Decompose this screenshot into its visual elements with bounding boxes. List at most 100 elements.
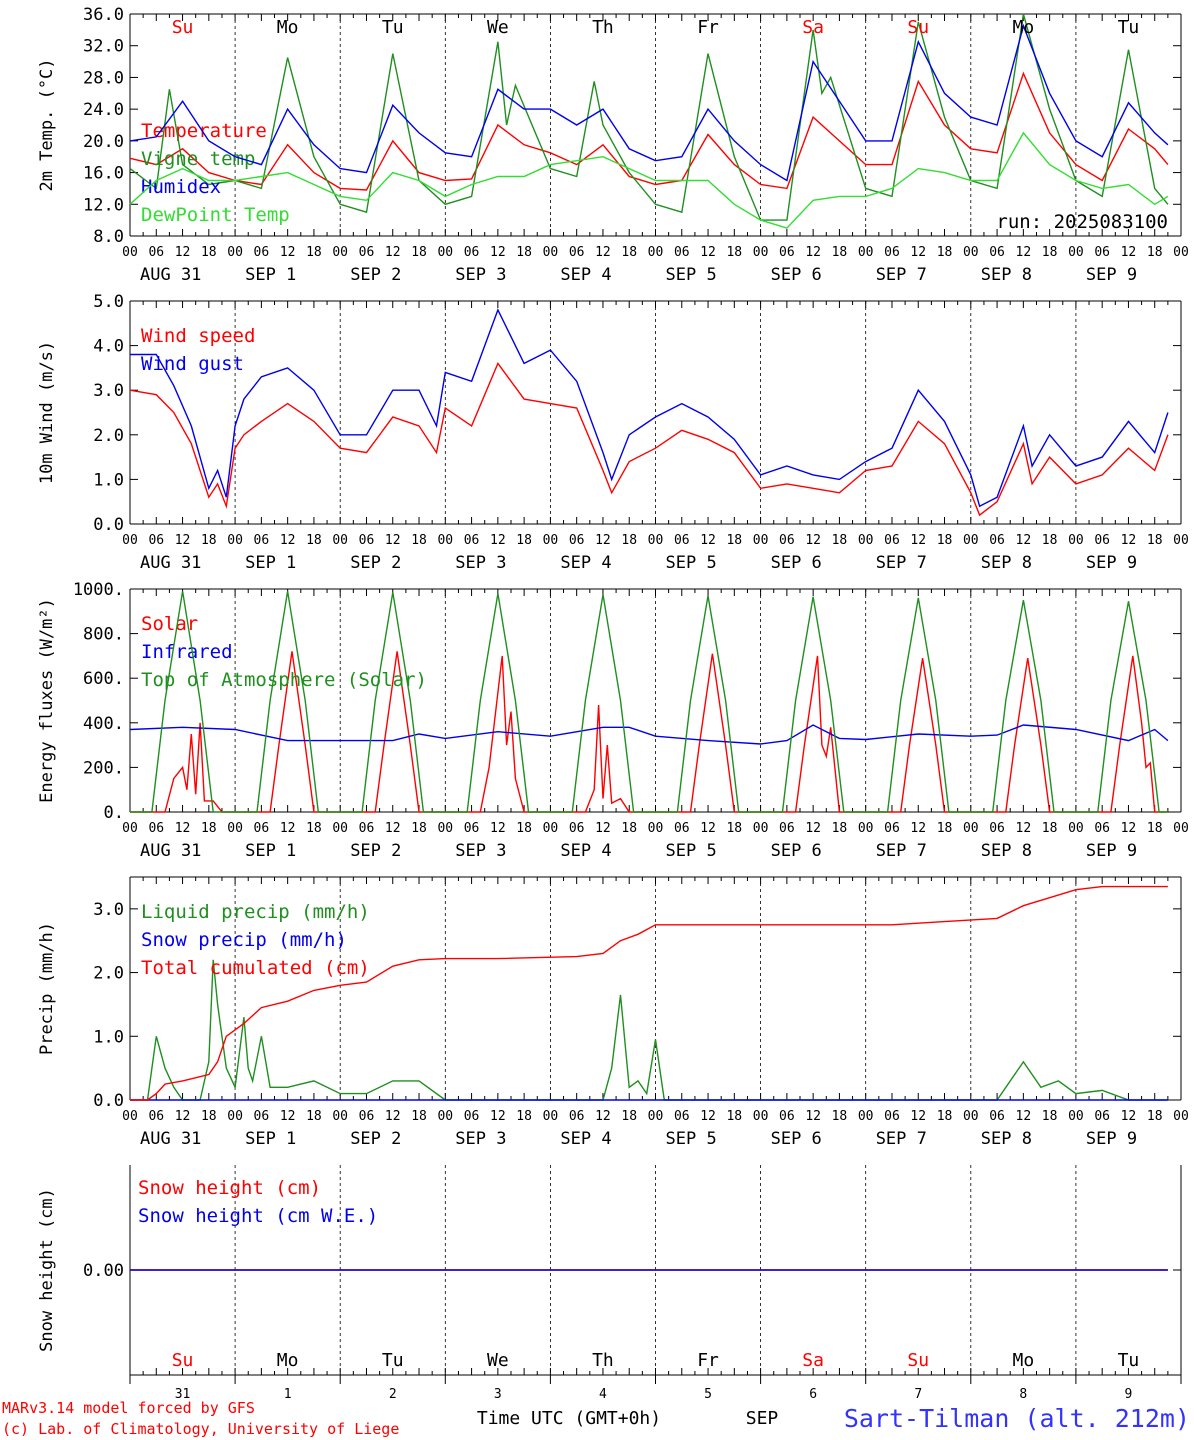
hour-tick-label: 06: [254, 245, 270, 260]
series-line-humidex: [129, 23, 1169, 182]
hour-tick-label: 00: [1173, 245, 1189, 260]
hour-tick-label: 00: [858, 821, 874, 836]
weekday-label-top: Th: [592, 17, 614, 38]
hour-tick-label: 00: [437, 245, 453, 260]
hour-tick-label: 00: [227, 1109, 243, 1124]
hour-tick-label: 12: [1121, 245, 1137, 260]
hour-tick-label: 00: [963, 533, 979, 548]
hour-tick-label: 06: [359, 533, 375, 548]
weekday-label-bottom: Su: [907, 1350, 929, 1371]
legend-entry: Snow precip (mm/h): [141, 929, 347, 951]
panel-5: 0.00 Snow height (cm) Snow height (cm) Snow…: [37, 1165, 1182, 1376]
y-tick-label: 800.: [83, 625, 124, 645]
series-line-liquid-precip-mm-h-: [130, 959, 1168, 1101]
hour-tick-label: 12: [385, 533, 401, 548]
hour-tick-label: 18: [201, 533, 217, 548]
hour-tick-label: 12: [490, 245, 506, 260]
hour-tick-label: 18: [411, 533, 427, 548]
hour-tick-label: 12: [595, 1109, 611, 1124]
legend-entry: Top of Atmosphere (Solar): [141, 669, 427, 691]
site-name: Sart-Tilman (alt. 212m): [844, 1404, 1190, 1433]
hour-tick-label: 06: [148, 1109, 164, 1124]
hour-tick-label: 06: [1094, 533, 1110, 548]
hour-tick-label: 12: [700, 1109, 716, 1124]
date-label: SEP 5: [666, 1129, 717, 1149]
y-tick-label: 0.0: [93, 515, 124, 535]
hour-tick-label: 00: [227, 245, 243, 260]
legend-entry: Total cumulated (cm): [141, 957, 370, 979]
hour-tick-label: 12: [280, 245, 296, 260]
legend-entry: Snow height (cm): [138, 1177, 321, 1199]
hour-tick-label: 12: [910, 1109, 926, 1124]
hour-tick-label: 12: [1016, 821, 1032, 836]
hour-tick-label: 00: [332, 533, 348, 548]
hour-tick-label: 06: [569, 821, 585, 836]
hour-tick-label: 18: [516, 245, 532, 260]
legend-entry: Temperature: [141, 120, 267, 142]
hour-tick-label: 12: [805, 821, 821, 836]
y-tick-label: 0.: [104, 803, 124, 823]
legend-entry: Vigne temp: [141, 148, 255, 170]
weekday-label-top: Fr: [697, 17, 719, 38]
hour-tick-label: 06: [674, 1109, 690, 1124]
hour-tick-label: 00: [122, 1109, 138, 1124]
weekday-label-bottom: Su: [172, 1350, 194, 1371]
hour-tick-label: 12: [1016, 533, 1032, 548]
hour-tick-label: 00: [963, 1109, 979, 1124]
hour-tick-label: 12: [280, 533, 296, 548]
hour-tick-label: 18: [306, 1109, 322, 1124]
date-label: SEP 6: [771, 1129, 822, 1149]
hour-tick-label: 06: [779, 1109, 795, 1124]
panel-4: 0.0 1.0 2.0 3.0 Precip (mm/h) 00 06 12 18 00 06 12 1…: [37, 876, 1189, 1149]
hour-tick-label: 18: [832, 821, 848, 836]
hour-tick-label: 12: [595, 533, 611, 548]
series-line-wind-gust: [130, 308, 1169, 508]
date-label: SEP 8: [981, 1129, 1032, 1149]
date-label: SEP 4: [560, 841, 611, 861]
hour-tick-label: 06: [569, 533, 585, 548]
y-tick-label: 1000.: [73, 580, 124, 600]
y-tick-label: 1.0: [93, 470, 124, 490]
hour-tick-label: 18: [516, 821, 532, 836]
hour-tick-label: 06: [1094, 245, 1110, 260]
hour-tick-label: 12: [280, 821, 296, 836]
hour-tick-label: 00: [648, 1109, 664, 1124]
legend-entry: Infrared: [141, 641, 233, 663]
y-tick-label: 5.0: [93, 292, 124, 312]
hour-tick-label: 18: [1042, 245, 1058, 260]
hour-tick-label: 00: [332, 245, 348, 260]
hour-tick-label: 00: [648, 821, 664, 836]
y-axis-label: 10m Wind (m/s): [37, 341, 57, 484]
day-number-label: 8: [1019, 1387, 1027, 1402]
date-label: SEP 6: [771, 265, 822, 285]
hour-tick-label: 00: [858, 533, 874, 548]
weekday-label-top: Tu: [1118, 17, 1140, 38]
y-axis-label: 2m Temp. (°C): [37, 58, 57, 191]
legend-entry: Wind speed: [141, 325, 255, 347]
date-label: SEP 5: [666, 841, 717, 861]
date-label: SEP 3: [455, 1129, 506, 1149]
hour-tick-label: 06: [148, 245, 164, 260]
hour-tick-label: 06: [989, 821, 1005, 836]
hour-tick-label: 00: [648, 533, 664, 548]
day-number-label: 1: [284, 1387, 292, 1402]
hour-tick-label: 06: [1094, 821, 1110, 836]
weekday-label-bottom: Mo: [1013, 1350, 1035, 1371]
hour-tick-label: 12: [1121, 533, 1137, 548]
y-axis-label: Energy fluxes (W/m²): [37, 598, 57, 803]
hour-tick-label: 12: [910, 245, 926, 260]
y-tick-label: 1.0: [93, 1027, 124, 1047]
hour-tick-label: 18: [1042, 1109, 1058, 1124]
hour-tick-label: 06: [989, 533, 1005, 548]
y-axis-label: Precip (mm/h): [37, 922, 57, 1055]
hour-tick-label: 06: [884, 821, 900, 836]
series-line-vigne-temp: [129, 13, 1169, 221]
hour-tick-label: 18: [832, 245, 848, 260]
weekday-label-top: Mo: [1013, 17, 1035, 38]
weekday-label-top: Mo: [277, 17, 299, 38]
hour-tick-label: 06: [464, 533, 480, 548]
weekday-label-top: We: [487, 17, 509, 38]
y-tick-label: 4.0: [93, 337, 124, 357]
hour-tick-label: 18: [621, 533, 637, 548]
model-credit: MARv3.14 model forced by GFS: [2, 1399, 255, 1417]
